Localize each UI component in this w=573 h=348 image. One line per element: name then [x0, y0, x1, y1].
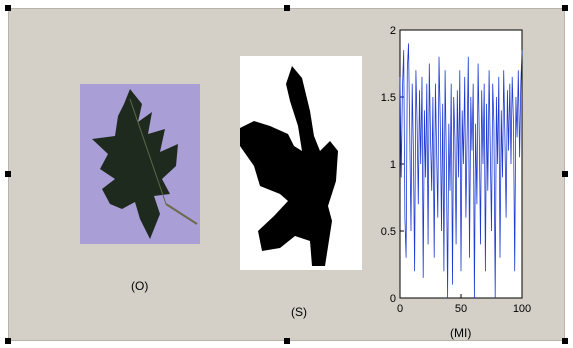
x-tick-label: 100 [513, 303, 531, 315]
y-tick-label: 0.5 [381, 226, 396, 238]
resize-handle-top-right[interactable] [562, 5, 568, 11]
resize-handle-bottom-center[interactable] [284, 338, 290, 344]
resize-handle-middle-left[interactable] [5, 171, 11, 177]
x-tick-label: 0 [397, 303, 403, 315]
y-tick-label: 0 [390, 293, 396, 305]
resize-handle-middle-right[interactable] [562, 171, 568, 177]
resize-handle-bottom-right[interactable] [562, 338, 568, 344]
caption-original: (O) [131, 279, 149, 293]
leaf-photo [80, 84, 200, 244]
caption-segmented: (S) [291, 305, 307, 319]
mi-line-chart: 0 0.5 1 1.5 2 0 50 100 [381, 25, 531, 315]
x-tick-label: 50 [455, 303, 467, 315]
resize-handle-bottom-left[interactable] [5, 338, 11, 344]
y-tick-label: 1 [390, 159, 396, 171]
resize-handle-top-center[interactable] [284, 5, 290, 11]
y-tick-label: 2 [390, 25, 396, 37]
leaf-silhouette [240, 56, 362, 270]
resize-handle-top-left[interactable] [5, 5, 11, 11]
y-tick-label: 1.5 [381, 92, 396, 104]
caption-measure: (MI) [450, 326, 472, 340]
